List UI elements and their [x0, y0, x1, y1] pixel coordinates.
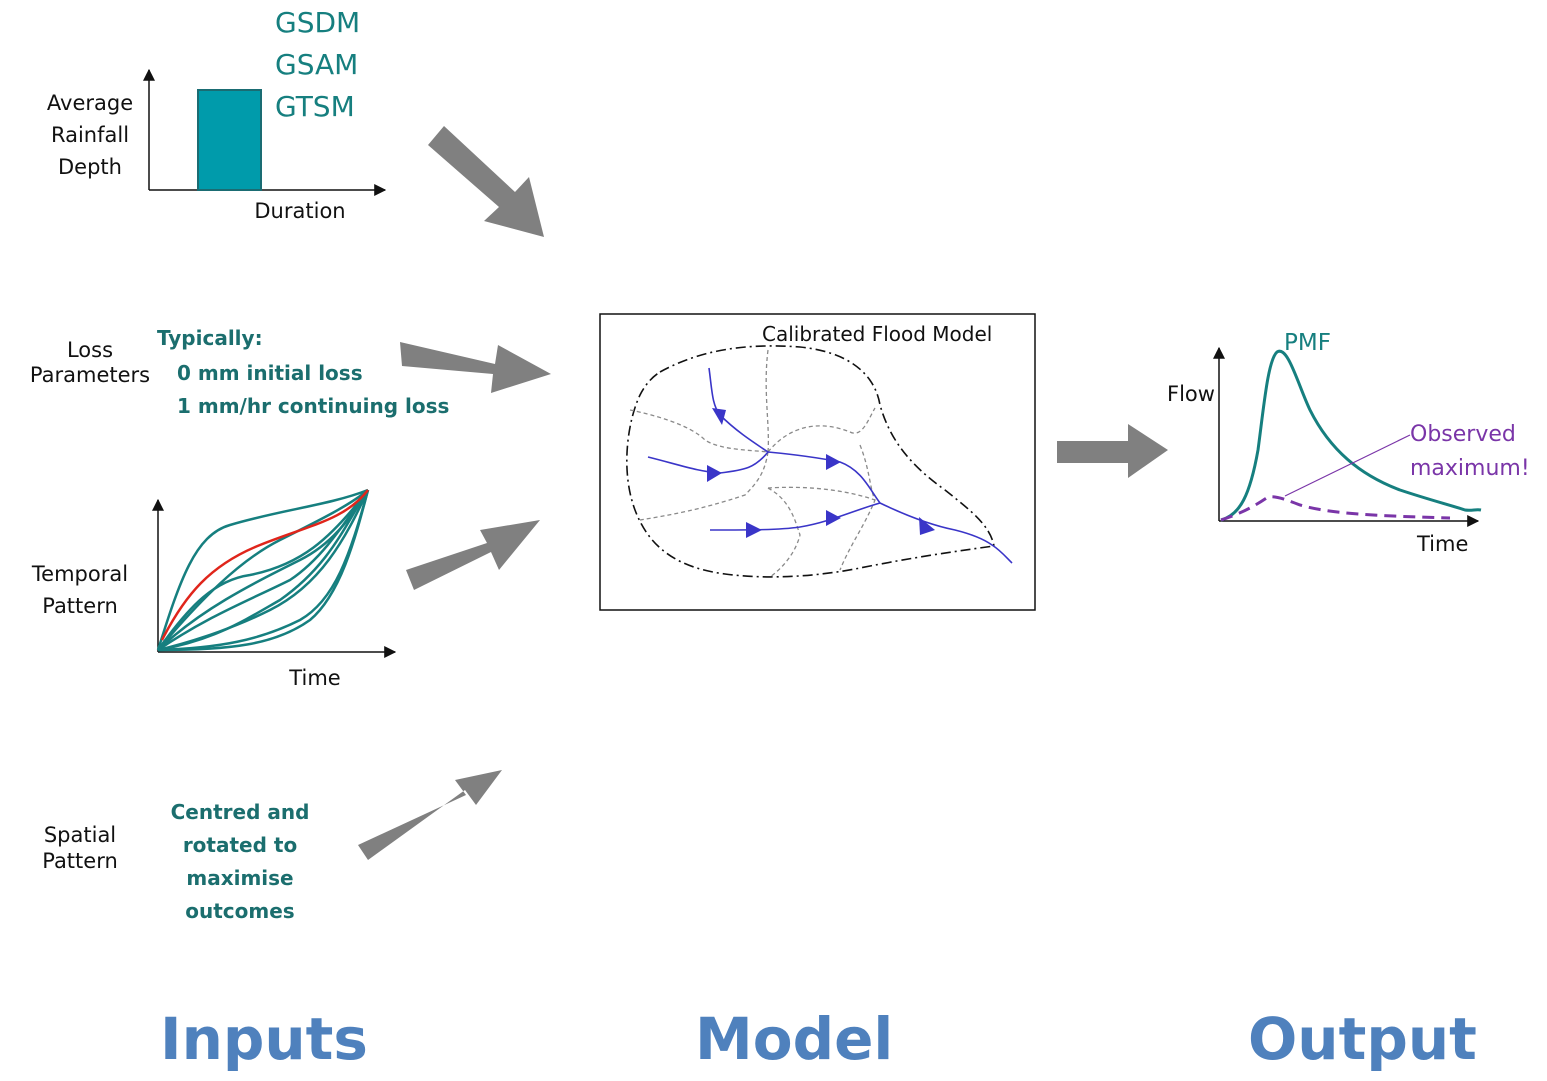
temporal-pattern-curve [157, 489, 370, 651]
stream-arrowhead-icon [707, 465, 722, 482]
input-arrow-icon [358, 770, 502, 860]
spatial-note: Centred and rotated to maximise outcomes [150, 796, 330, 928]
temporal-pattern-curve [157, 489, 370, 652]
spatial-note-line: Centred and [170, 800, 310, 824]
heading-inputs: Inputs [160, 1005, 368, 1073]
temporal-pattern-curve [157, 489, 369, 651]
model-box [599, 313, 1036, 611]
observed-curve [1220, 495, 1451, 522]
temporal-pattern-curve [157, 489, 370, 652]
subcatchment-line [629, 409, 769, 453]
subcatchment-line [765, 349, 769, 453]
output-arrow-icon [1057, 424, 1168, 478]
model-box-title: Calibrated Flood Model [762, 322, 993, 346]
catchment-boundary [626, 345, 995, 578]
loss-label: Loss Parameters [20, 338, 160, 388]
stream-arrowhead-icon [712, 408, 726, 425]
rainfall-y-label-line: Average [46, 91, 134, 115]
stream-arrowhead-icon [919, 517, 935, 535]
temporal-pattern-curve [157, 489, 370, 652]
subcatchment-line [839, 444, 876, 571]
loss-item-continuing: 1 mm/hr continuing loss [177, 394, 450, 418]
spatial-label-line: Spatial [43, 823, 117, 847]
subcatchment-line [767, 486, 876, 501]
input-arrows [358, 126, 551, 860]
rainfall-model-gsdm: GSDM [275, 6, 361, 39]
rainfall-x-label: Duration [254, 199, 346, 223]
rainfall-y-label-line: Depth [58, 155, 122, 179]
rainfall-y-label: Average Rainfall Depth [30, 87, 150, 183]
rainfall-chart [143, 68, 387, 196]
rainfall-models: GSDM GSAM GTSM [275, 2, 360, 128]
rainfall-bar [197, 89, 262, 191]
input-arrow-icon [406, 520, 540, 590]
rainfall-model-gsam: GSAM [275, 48, 359, 81]
rainfall-y-label-line: Rainfall [50, 123, 130, 147]
subcatchment-line [767, 407, 876, 453]
stream-arrowhead-icon [746, 522, 762, 538]
temporal-pattern-curve [156, 488, 369, 651]
temporal-chart [152, 488, 397, 658]
temporal-pattern-curve [156, 489, 369, 651]
temporal-pattern-critical-curve [160, 489, 369, 641]
input-arrow-icon [400, 342, 551, 393]
subcatchment-line [639, 451, 769, 521]
temporal-pattern-curve [157, 489, 370, 652]
loss-item-initial: 0 mm initial loss [177, 361, 363, 385]
temporal-label: Temporal Pattern [20, 558, 140, 622]
pmf-curve [1220, 349, 1482, 522]
loss-heading: Typically: [157, 326, 263, 350]
temporal-pattern-curve [157, 489, 370, 652]
observed-callout-line [1284, 434, 1411, 497]
temporal-label-line: Temporal [31, 562, 129, 586]
observed-label: Observed maximum! [1410, 418, 1530, 486]
spatial-note-line: outcomes [185, 899, 295, 923]
stream-arrowhead-icon [826, 454, 841, 470]
pmf-label: PMF [1284, 330, 1331, 356]
spatial-note-line: maximise [186, 866, 294, 890]
spatial-label: Spatial Pattern [20, 822, 140, 874]
subcatchment-line [767, 487, 801, 578]
stream-line [879, 502, 1013, 564]
stream-line [709, 502, 881, 531]
loss-label-line: Parameters [29, 363, 151, 387]
heading-output: Output [1248, 1005, 1477, 1073]
spatial-label-line: Pattern [42, 849, 118, 873]
temporal-label-line: Pattern [42, 594, 118, 618]
heading-model: Model [695, 1005, 894, 1073]
observed-label-line: maximum! [1410, 456, 1530, 481]
temporal-x-label: Time [289, 666, 341, 690]
loss-label-line: Loss [66, 338, 114, 362]
rainfall-model-gtsm: GTSM [275, 90, 355, 123]
observed-label-line: Observed [1410, 422, 1516, 447]
spatial-note-line: rotated to [182, 833, 298, 857]
stream-arrowhead-icon [826, 510, 841, 526]
output-y-label: Flow [1167, 382, 1215, 406]
output-hydrograph [1213, 346, 1482, 527]
output-x-label: Time [1417, 532, 1469, 556]
input-arrow-icon [428, 126, 544, 237]
